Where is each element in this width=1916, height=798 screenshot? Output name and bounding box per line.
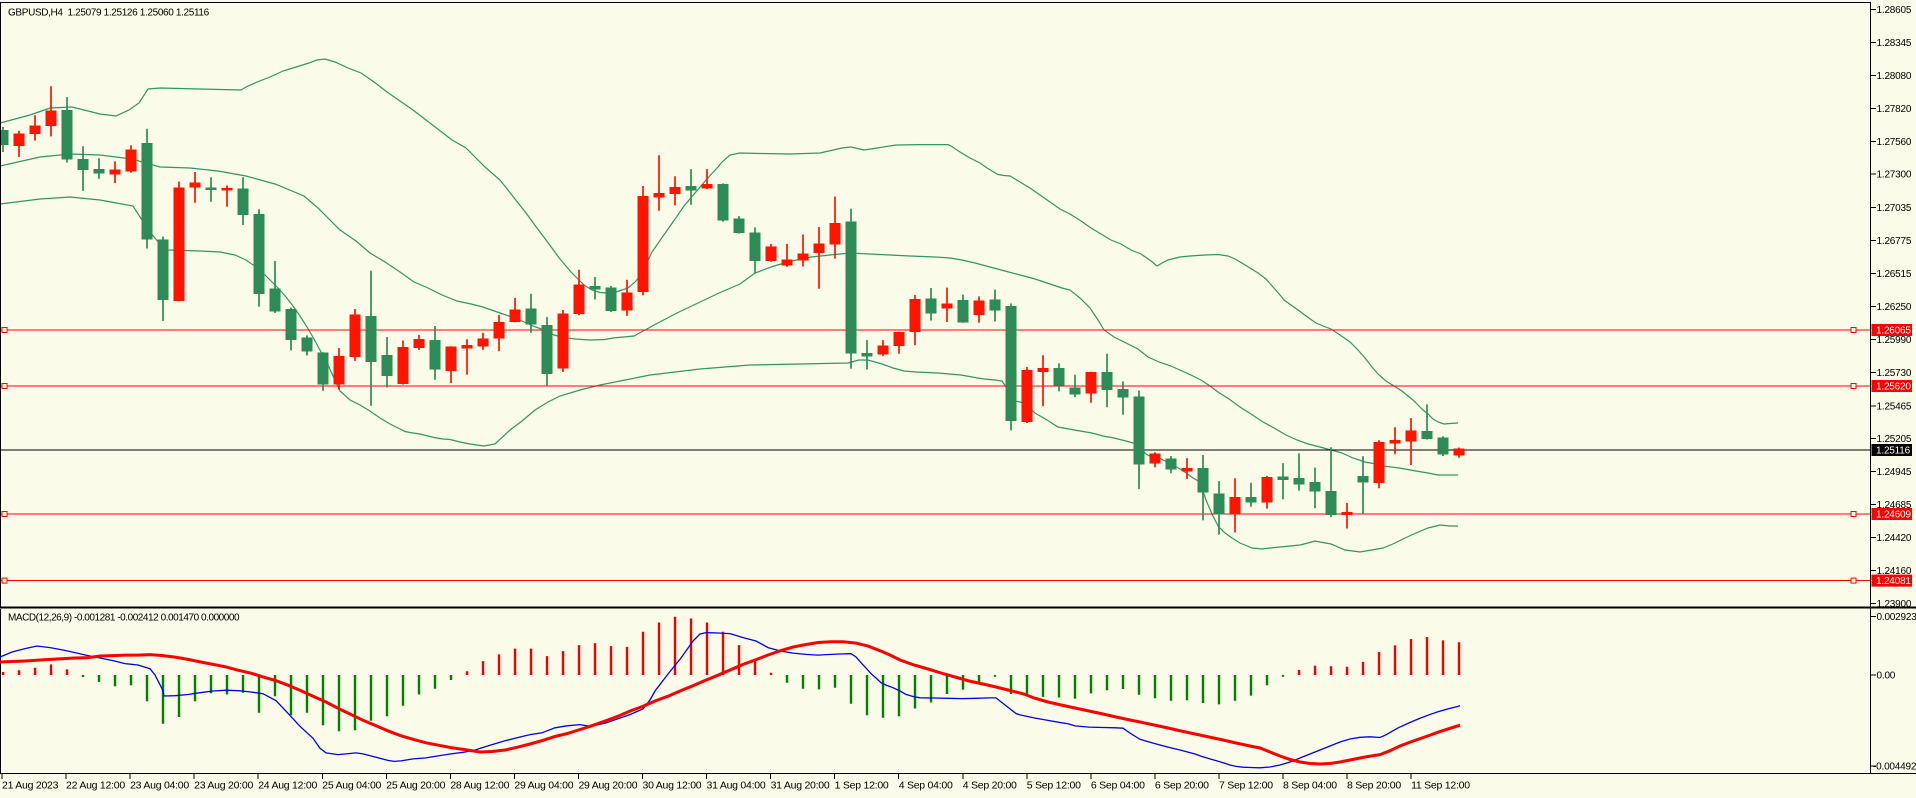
svg-text:1.25620: 1.25620: [1876, 382, 1911, 393]
svg-text:0.00: 0.00: [1877, 671, 1896, 682]
svg-text:29 Aug 04:00: 29 Aug 04:00: [514, 780, 573, 792]
svg-text:-0.004492: -0.004492: [1873, 761, 1916, 772]
svg-text:1.27300: 1.27300: [1877, 170, 1912, 181]
svg-text:28 Aug 12:00: 28 Aug 12:00: [450, 780, 509, 792]
svg-text:1.25465: 1.25465: [1877, 401, 1912, 412]
svg-text:1.24945: 1.24945: [1877, 467, 1912, 478]
svg-text:29 Aug 20:00: 29 Aug 20:00: [578, 780, 637, 792]
svg-text:1.26250: 1.26250: [1877, 302, 1912, 313]
svg-text:1.24685: 1.24685: [1877, 500, 1912, 511]
svg-text:MACD(12,26,9) -0.001281 -0.002: MACD(12,26,9) -0.001281 -0.002412 0.0014…: [8, 613, 240, 624]
svg-text:1.24160: 1.24160: [1877, 566, 1912, 577]
svg-text:21 Aug 2023: 21 Aug 2023: [2, 780, 59, 792]
svg-text:1.27035: 1.27035: [1877, 203, 1912, 214]
svg-text:6 Sep 04:00: 6 Sep 04:00: [1091, 780, 1145, 792]
svg-text:1.28080: 1.28080: [1877, 71, 1912, 82]
svg-text:1.25990: 1.25990: [1877, 335, 1912, 346]
svg-text:8 Sep 20:00: 8 Sep 20:00: [1347, 780, 1401, 792]
svg-text:1.28605: 1.28605: [1877, 5, 1912, 16]
svg-text:6 Sep 20:00: 6 Sep 20:00: [1155, 780, 1209, 792]
svg-text:24 Aug 12:00: 24 Aug 12:00: [258, 780, 317, 792]
svg-text:31 Aug 20:00: 31 Aug 20:00: [771, 780, 830, 792]
svg-text:23 Aug 20:00: 23 Aug 20:00: [194, 780, 253, 792]
svg-text:30 Aug 12:00: 30 Aug 12:00: [643, 780, 702, 792]
svg-text:1.26515: 1.26515: [1877, 269, 1912, 280]
svg-text:31 Aug 04:00: 31 Aug 04:00: [707, 780, 766, 792]
svg-text:11 Sep 12:00: 11 Sep 12:00: [1411, 780, 1470, 792]
svg-text:1.24081: 1.24081: [1876, 576, 1911, 587]
svg-text:22 Aug 12:00: 22 Aug 12:00: [66, 780, 125, 792]
svg-text:4 Sep 20:00: 4 Sep 20:00: [963, 780, 1017, 792]
svg-text:5 Sep 12:00: 5 Sep 12:00: [1027, 780, 1081, 792]
svg-text:1.27560: 1.27560: [1877, 137, 1912, 148]
svg-text:1.26775: 1.26775: [1877, 236, 1912, 247]
svg-text:23 Aug 04:00: 23 Aug 04:00: [130, 780, 189, 792]
svg-text:25 Aug 04:00: 25 Aug 04:00: [322, 780, 381, 792]
svg-text:0.002923: 0.002923: [1877, 612, 1916, 623]
svg-text:1 Sep 12:00: 1 Sep 12:00: [835, 780, 889, 792]
svg-text:4 Sep 04:00: 4 Sep 04:00: [899, 780, 953, 792]
svg-text:1.23900: 1.23900: [1877, 599, 1912, 610]
svg-text:8 Sep 04:00: 8 Sep 04:00: [1283, 780, 1337, 792]
svg-text:GBPUSD,H4 1.25079 1.25126 1.2: GBPUSD,H4 1.25079 1.25126 1.25060 1.2511…: [8, 8, 210, 19]
svg-text:1.25730: 1.25730: [1877, 368, 1912, 379]
svg-text:7 Sep 12:00: 7 Sep 12:00: [1219, 780, 1273, 792]
svg-text:1.28345: 1.28345: [1877, 38, 1912, 49]
svg-text:1.24609: 1.24609: [1876, 510, 1911, 521]
svg-text:1.26065: 1.26065: [1876, 326, 1911, 337]
svg-text:1.27820: 1.27820: [1877, 104, 1912, 115]
svg-text:1.24420: 1.24420: [1877, 533, 1912, 544]
svg-text:1.25205: 1.25205: [1877, 434, 1912, 445]
svg-text:1.25116: 1.25116: [1876, 446, 1911, 457]
svg-text:25 Aug 20:00: 25 Aug 20:00: [386, 780, 445, 792]
